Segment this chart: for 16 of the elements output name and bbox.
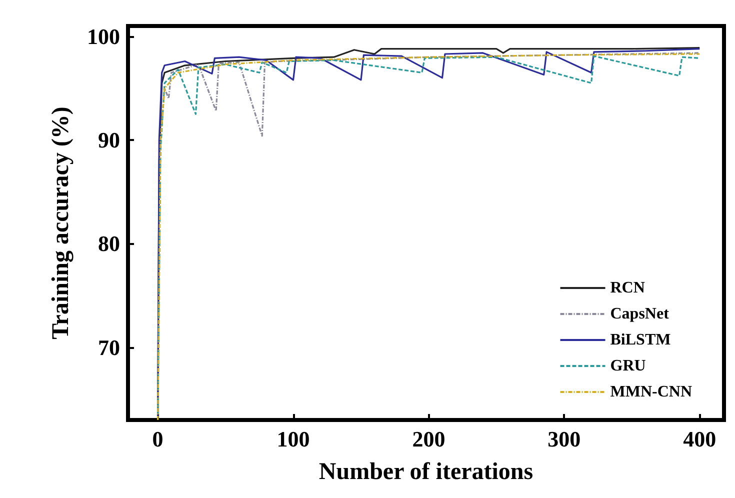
legend-label: GRU — [610, 358, 646, 374]
x-axis-title: Number of iterations — [318, 459, 534, 485]
x-tick-label: 100 — [276, 426, 310, 452]
x-tick-label: 300 — [548, 426, 581, 452]
legend-label: RCN — [610, 280, 646, 296]
y-tick-label: 100 — [87, 24, 120, 49]
legend-label: BiLSTM — [610, 332, 671, 348]
legend-label: CapsNet — [610, 306, 670, 322]
legend-label: MMN-CNN — [610, 384, 692, 400]
y-axis-title: Training accuracy (%) — [48, 106, 74, 340]
x-tick-label: 200 — [412, 426, 446, 452]
x-tick-label: 0 — [152, 426, 164, 452]
x-tick-label: 400 — [683, 426, 716, 452]
y-tick-label: 80 — [98, 231, 120, 256]
y-tick-label: 90 — [98, 128, 120, 153]
y-tick-label: 70 — [98, 334, 120, 360]
